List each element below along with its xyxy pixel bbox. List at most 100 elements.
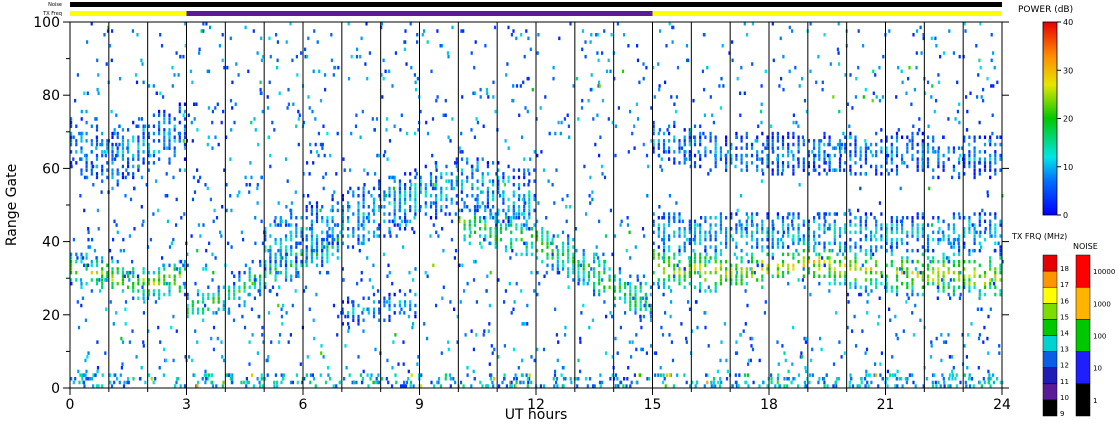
echo-cell <box>404 40 407 44</box>
echo-cell <box>75 124 78 128</box>
echo-cell <box>132 164 135 169</box>
echo-cell <box>374 172 377 176</box>
echo-cell <box>937 289 940 293</box>
echo-cell <box>973 157 976 161</box>
echo-cell <box>951 377 954 381</box>
echo-cell <box>214 256 217 260</box>
echo-cell <box>526 109 529 114</box>
echo-cell <box>952 168 955 172</box>
echo-cell <box>745 219 748 224</box>
echo-cell <box>101 285 104 289</box>
echo-cell <box>858 384 861 388</box>
echo-cell <box>968 150 971 154</box>
echo-cell <box>878 314 881 319</box>
echo-cell <box>257 142 260 147</box>
echo-cell <box>70 278 73 282</box>
echo-cell <box>494 212 497 216</box>
echo-cell <box>828 248 831 253</box>
echo-cell <box>810 358 813 363</box>
echo-cell <box>334 223 337 227</box>
echo-cell <box>345 366 348 370</box>
echo-cell <box>932 230 935 235</box>
echo-cell <box>248 285 251 289</box>
echo-cell <box>761 161 764 165</box>
echo-cell <box>952 146 955 150</box>
echo-cell <box>693 285 697 289</box>
echo-cell <box>714 237 717 242</box>
echo-cell <box>106 168 109 172</box>
echo-cell <box>973 267 976 271</box>
echo-cell <box>273 219 276 224</box>
echo-cell <box>683 241 686 246</box>
echo-cell <box>383 197 386 202</box>
echo-cell <box>419 179 422 183</box>
echo-cell <box>910 102 913 106</box>
echo-cell <box>725 237 728 242</box>
echo-cell <box>442 113 445 117</box>
echo-cell <box>112 322 115 326</box>
echo-cell <box>756 139 759 143</box>
echo-cell <box>989 168 992 172</box>
echo-cell <box>668 234 671 238</box>
echo-cell <box>470 384 473 388</box>
echo-cell <box>80 281 83 286</box>
echo-cell <box>163 120 166 125</box>
echo-cell <box>504 212 508 216</box>
echo-cell <box>449 139 452 143</box>
echo-cell <box>355 113 358 117</box>
echo-cell <box>90 139 93 143</box>
echo-cell <box>776 267 779 271</box>
echo-cell <box>740 157 743 161</box>
echo-cell <box>881 95 884 99</box>
echo-cell <box>735 263 738 268</box>
echo-cell <box>393 175 396 180</box>
echo-cell <box>877 384 880 388</box>
echo-cell <box>611 120 614 125</box>
echo-cell <box>116 183 119 187</box>
echo-cell <box>937 230 940 235</box>
echo-cell <box>992 380 995 385</box>
echo-cell <box>163 117 166 121</box>
echo-cell <box>192 175 195 180</box>
echo-cell <box>947 259 950 264</box>
echo-cell <box>921 278 924 282</box>
echo-cell <box>95 263 99 268</box>
echo-cell <box>776 245 779 249</box>
echo-cell <box>828 161 831 165</box>
echo-cell <box>807 234 810 238</box>
echo-cell <box>723 322 726 326</box>
echo-cell <box>90 263 93 268</box>
echo-cell <box>836 142 840 147</box>
echo-cell <box>788 212 791 216</box>
echo-cell <box>398 311 401 315</box>
echo-cell <box>880 146 883 150</box>
echo-cell <box>504 248 508 253</box>
echo-cell <box>999 292 1002 297</box>
echo-cell <box>699 252 702 257</box>
echo-cell <box>107 25 110 30</box>
echo-cell <box>507 219 510 224</box>
echo-cell <box>593 384 596 388</box>
echo-cell <box>802 161 805 165</box>
echo-cell <box>385 194 388 198</box>
echo-cell <box>618 278 621 282</box>
echo-cell <box>706 65 709 70</box>
echo-cell <box>196 248 199 253</box>
echo-cell <box>837 377 840 381</box>
echo-cell <box>227 285 231 289</box>
echo-cell <box>282 373 286 377</box>
echo-cell <box>341 208 344 213</box>
echo-cell <box>735 384 739 388</box>
echo-cell <box>911 223 914 227</box>
echo-cell <box>510 380 513 385</box>
echo-cell <box>243 281 246 286</box>
echo-cell <box>541 248 544 253</box>
echo-cell <box>628 340 631 344</box>
echo-cell <box>497 186 500 191</box>
echo-cell <box>978 241 981 246</box>
echo-cell <box>864 172 867 176</box>
echo-cell <box>657 131 660 136</box>
echo-cell <box>429 216 433 220</box>
echo-cell <box>999 234 1002 238</box>
echo-cell <box>294 190 297 194</box>
